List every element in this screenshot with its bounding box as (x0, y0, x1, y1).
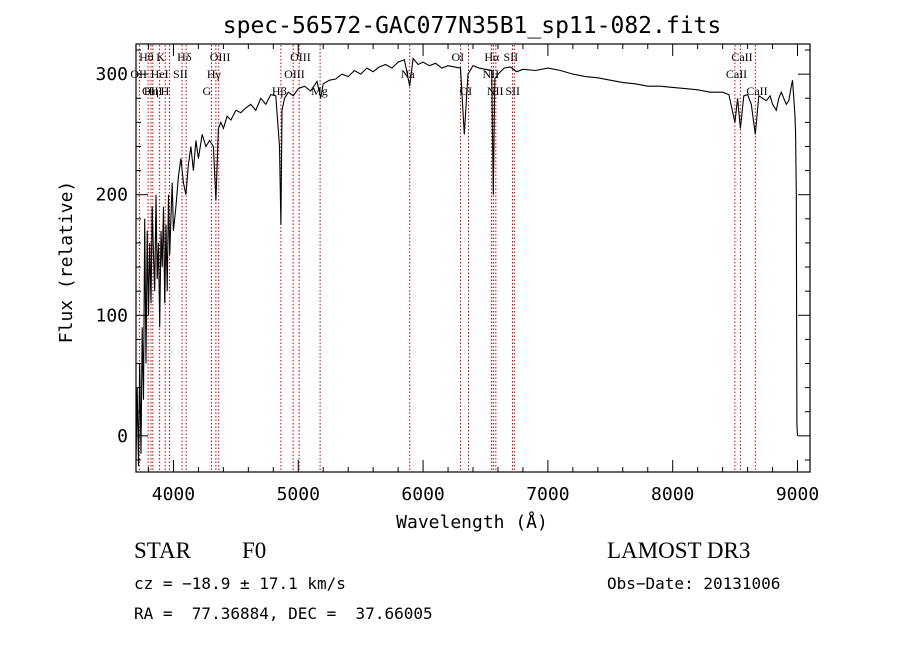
chart-title: spec-56572-GAC077N35B1_sp11-082.fits (223, 13, 722, 39)
x-tick-label: 4000 (152, 484, 195, 505)
observation-date: Obs−Date: 20131006 (607, 574, 781, 593)
spectral-line-label: Hα (484, 50, 500, 64)
spectral-line-label: CaII (726, 67, 747, 81)
spectral-line-label: OI (452, 50, 465, 64)
spectral-line-label: SII (505, 84, 520, 98)
object-class: STAR (134, 538, 191, 563)
spectral-line-label: OIII (290, 50, 311, 64)
spectral-line-label: CaII (731, 50, 752, 64)
survey-name: LAMOST DR3 (607, 538, 751, 563)
spectral-line-label: G (203, 84, 212, 98)
x-tick-label: 9000 (776, 484, 819, 505)
spectral-line-label: NII (482, 67, 499, 81)
x-tick-label: 8000 (651, 484, 694, 505)
spectral-line-label: OIII (284, 67, 305, 81)
y-tick-label: 300 (95, 64, 128, 85)
x-axis-ticks: 4000 5000 6000 7000 8000 9000 (147, 44, 819, 505)
y-axis-label: Flux (relative) (56, 181, 77, 344)
spectral-line-label: SII (173, 67, 188, 81)
spectral-line-label: Hη (144, 84, 159, 98)
spectral-line-label: H (161, 84, 170, 98)
redshift-cz: cz = −18.9 ± 17.1 km/s (134, 574, 346, 593)
spectral-line-label: Hγ (207, 67, 222, 81)
spectral-line-label: Hβ (272, 84, 287, 98)
spectral-line-label: Hθ (139, 50, 154, 64)
x-axis-label: Wavelength (Å) (396, 511, 548, 533)
spectral-line-label: SII (503, 50, 518, 64)
y-tick-label: 200 (95, 185, 128, 206)
coordinates: RA = 77.36884, DEC = 37.66005 (134, 604, 433, 623)
spectral-line-label: Hδ (177, 50, 192, 64)
x-tick-label: 6000 (401, 484, 444, 505)
y-axis-ticks: 0 100 200 300 (95, 49, 810, 461)
y-tick-label: 0 (117, 426, 128, 447)
spectral-line-label: HeI (151, 67, 169, 81)
spectral-line-label: CaII (746, 84, 767, 98)
flux-series-line (135, 57, 799, 467)
x-tick-label: 7000 (526, 484, 569, 505)
spectral-line-label: K (156, 50, 165, 64)
spectral-line-markers (138, 45, 756, 471)
x-tick-label: 5000 (277, 484, 320, 505)
object-subclass: F0 (242, 538, 267, 563)
y-tick-label: 100 (95, 305, 128, 326)
spectral-line-label: OIII (210, 50, 231, 64)
spectral-line-label: OI (460, 84, 473, 98)
spectral-line-label: OIII (142, 84, 163, 98)
plot-frame (135, 43, 811, 473)
